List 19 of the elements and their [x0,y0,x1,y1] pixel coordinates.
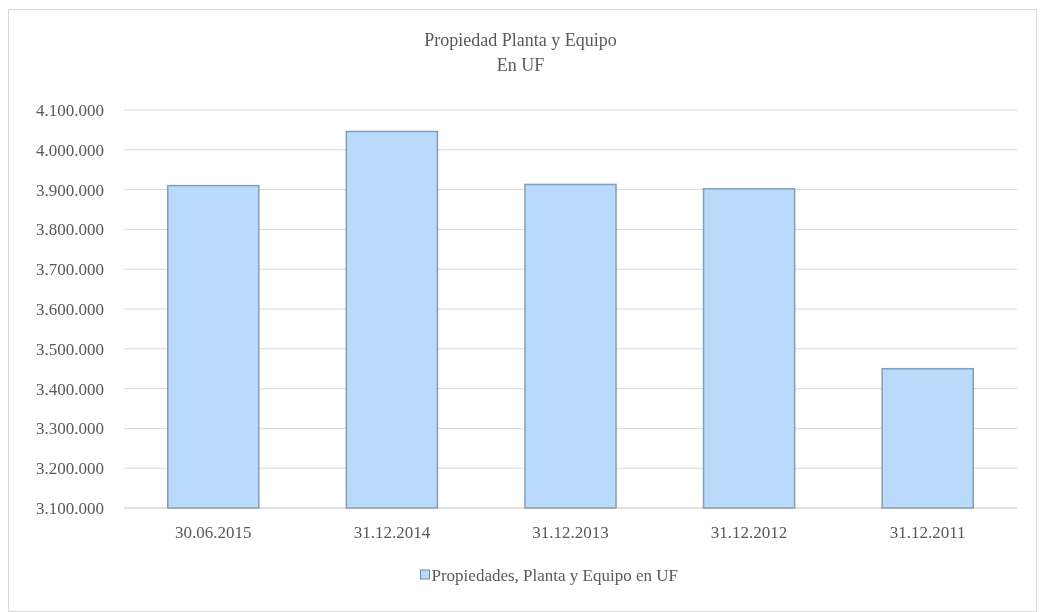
y-tick-label: 3.600.000 [36,299,104,319]
y-tick-label: 3.700.000 [36,260,104,280]
x-tick-label: 31.12.2014 [353,522,431,542]
chart-title: Propiedad Planta y Equipo [424,30,617,50]
x-tick-label: 30.06.2015 [175,522,252,542]
y-tick-label: 3.200.000 [36,459,104,479]
y-tick-label: 3.300.000 [36,419,104,439]
y-tick-label: 4.000.000 [36,140,104,160]
x-tick-label: 31.12.2011 [889,522,966,542]
y-tick-label: 3.900.000 [36,180,104,200]
legend-label: Propiedades, Planta y Equipo en UF [431,565,678,585]
y-tick-label: 3.400.000 [36,379,104,399]
y-tick-label: 4.100.000 [36,100,104,120]
chart-subtitle: En UF [496,55,545,75]
y-tick-label: 3.800.000 [36,220,104,240]
y-tick-label: 3.500.000 [36,339,104,359]
x-tick-label: 31.12.2013 [532,522,609,542]
y-tick-label: 3.100.000 [36,498,104,518]
x-tick-label: 31.12.2012 [710,522,788,542]
